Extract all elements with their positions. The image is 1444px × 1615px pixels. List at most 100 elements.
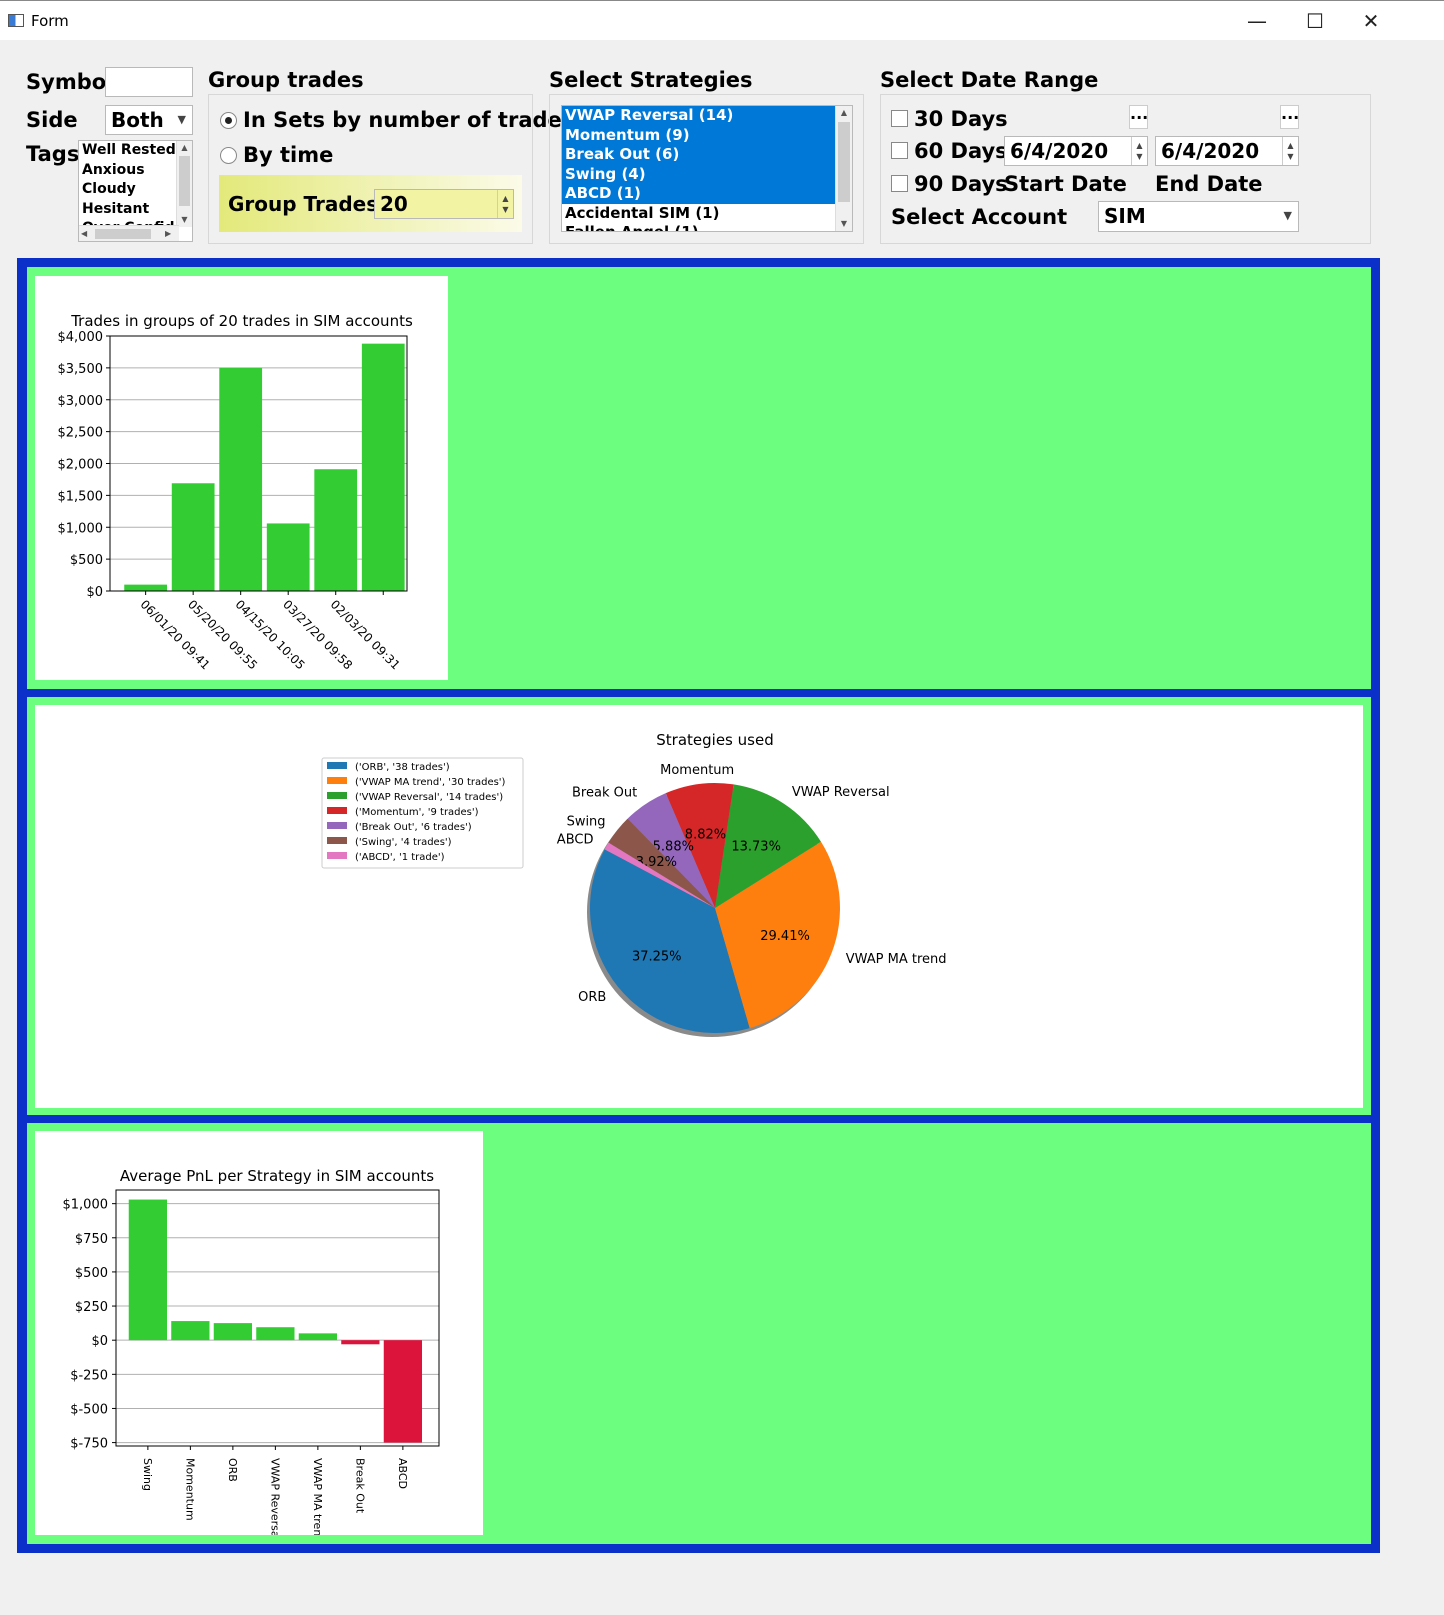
bar [128, 1199, 167, 1341]
x-tick-label: VWAP MA tren [311, 1458, 324, 1535]
slice-pct-label: 37.25% [632, 949, 682, 964]
scroll-up-icon[interactable]: ▲ [840, 108, 848, 117]
slice-label: Swing [567, 815, 606, 830]
start-date-value: 6/4/2020 [1010, 139, 1109, 163]
group-count-spinbox[interactable]: 20 ▲ ▼ [374, 189, 514, 219]
tags-list[interactable]: Well Rested Anxious Cloudy Hesitant Over… [78, 140, 193, 242]
scroll-up-icon[interactable]: ▲ [181, 143, 188, 152]
strategy-item[interactable]: ABCD (1) [562, 184, 836, 204]
maximize-button[interactable]: ☐ [1306, 9, 1324, 33]
y-tick-label: $500 [70, 553, 103, 568]
checkbox-30-days[interactable] [891, 110, 908, 127]
pie-slice [715, 841, 841, 1029]
scroll-down-icon[interactable]: ▼ [840, 219, 848, 228]
y-tick-label: $250 [75, 1300, 108, 1315]
slice-label: ORB [578, 990, 606, 1005]
scroll-thumb[interactable] [838, 122, 850, 202]
x-tick-label: Momentum [183, 1458, 196, 1521]
plot-frame [115, 1189, 440, 1447]
tags-hscrollbar[interactable]: ◀ ▶ [79, 225, 179, 241]
strategies-vscrollbar[interactable]: ▲ ▼ [835, 106, 852, 231]
radio-sets-label[interactable]: In Sets by number of trades [243, 108, 575, 132]
y-tick-label: $500 [75, 1266, 108, 1281]
list-item[interactable]: Over Confident [79, 219, 192, 227]
side-select[interactable]: Both ▼ [105, 105, 193, 135]
end-date-label: End Date [1155, 172, 1263, 196]
strategy-item[interactable]: VWAP Reversal (14) [562, 106, 836, 126]
list-item[interactable]: Cloudy [82, 181, 136, 197]
app-icon [8, 14, 24, 27]
y-tick-label: $0 [91, 1334, 108, 1349]
scroll-left-icon[interactable]: ◀ [81, 229, 88, 238]
chevron-down-icon: ▼ [177, 113, 186, 126]
strategy-item[interactable]: Accidental SIM (1) [565, 203, 720, 222]
legend-entry: ('Momentum', '9 trades') [355, 807, 479, 818]
close-button[interactable]: ✕ [1362, 9, 1380, 33]
strategies-list[interactable]: VWAP Reversal (14) Momentum (9) Break Out … [561, 105, 853, 232]
list-item[interactable]: Anxious [82, 161, 145, 178]
symbol-input[interactable] [105, 67, 193, 97]
radio-by-time-label[interactable]: By time [243, 143, 334, 167]
start-date-picker-button[interactable]: ... [1129, 105, 1148, 129]
x-tick-label: VWAP Reversa [268, 1458, 281, 1535]
bar [361, 343, 405, 591]
checkbox-60-days-label[interactable]: 60 Days [914, 139, 1008, 163]
group-trades-title: Group trades [208, 68, 364, 92]
chart-title: Trades in groups of 20 trades in SIM acc… [70, 312, 413, 330]
pie-slice [665, 783, 734, 908]
checkbox-60-days[interactable] [891, 142, 908, 159]
select-account-label: Select Account [891, 205, 1068, 229]
legend-swatch [327, 762, 347, 769]
slice-label: VWAP MA trend [846, 952, 947, 967]
checkbox-90-days-label[interactable]: 90 Days [914, 172, 1008, 196]
list-item[interactable]: Well Rested [82, 142, 176, 158]
pie-chart-strategies: Strategies used 37.25% ORB 29.41% VWAP MA tr… [35, 705, 1363, 1108]
legend-swatch [327, 777, 347, 784]
strategy-item[interactable]: Momentum (9) [562, 125, 836, 145]
start-date-input[interactable]: 6/4/2020 ▲ ▼ [1004, 136, 1148, 166]
checkbox-30-days-label[interactable]: 30 Days [914, 107, 1008, 131]
bar [266, 523, 310, 591]
tags-label: Tags [26, 142, 80, 166]
scroll-right-icon[interactable]: ▶ [165, 229, 172, 238]
pie-slice [590, 849, 750, 1033]
scroll-thumb[interactable] [95, 229, 151, 239]
slice-pct-label: 8.82% [685, 828, 726, 843]
legend-swatch [327, 792, 347, 799]
group-count-label: Group Trades [228, 192, 379, 216]
chart-title: Strategies used [656, 731, 773, 749]
slice-label: Momentum [660, 763, 734, 778]
x-tick-label: Swing [141, 1458, 154, 1491]
bar [383, 1340, 422, 1443]
y-tick-label: $-250 [70, 1368, 108, 1383]
end-date-input[interactable]: 6/4/2020 ▲ ▼ [1155, 136, 1299, 166]
legend-swatch [327, 852, 347, 859]
account-value: SIM [1104, 204, 1146, 228]
tags-vscrollbar[interactable]: ▲ ▼ [176, 141, 192, 227]
y-tick-label: $2,500 [58, 426, 104, 441]
strategy-item[interactable]: Swing (4) [562, 164, 836, 184]
account-select[interactable]: SIM ▼ [1098, 201, 1299, 232]
radio-by-time[interactable] [220, 147, 237, 164]
radio-sets[interactable] [220, 112, 237, 129]
end-date-picker-button[interactable]: ... [1280, 105, 1299, 129]
date-range-title: Select Date Range [880, 68, 1099, 92]
strategies-box [549, 94, 864, 244]
minimize-button[interactable]: — [1247, 9, 1267, 33]
scroll-down-icon[interactable]: ▼ [181, 215, 188, 224]
strategy-item[interactable]: Break Out (6) [562, 145, 836, 165]
spin-arrows-icon[interactable]: ▲ ▼ [1282, 137, 1298, 165]
strategy-item[interactable]: Fallen Angel (1) [562, 223, 836, 231]
legend-entry: ('ABCD', '1 trade') [355, 852, 445, 863]
y-tick-label: $1,500 [58, 489, 104, 504]
spin-arrows-icon[interactable]: ▲ ▼ [1131, 137, 1147, 165]
pie-slice [627, 793, 715, 908]
spin-arrows-icon[interactable]: ▲ ▼ [497, 190, 513, 218]
bar [341, 1340, 380, 1345]
checkbox-90-days[interactable] [891, 175, 908, 192]
scroll-thumb[interactable] [179, 156, 190, 206]
y-tick-label: $750 [75, 1232, 108, 1247]
y-tick-label: $-750 [70, 1437, 108, 1452]
list-item[interactable]: Hesitant [82, 200, 150, 217]
pie-slice [604, 842, 715, 908]
